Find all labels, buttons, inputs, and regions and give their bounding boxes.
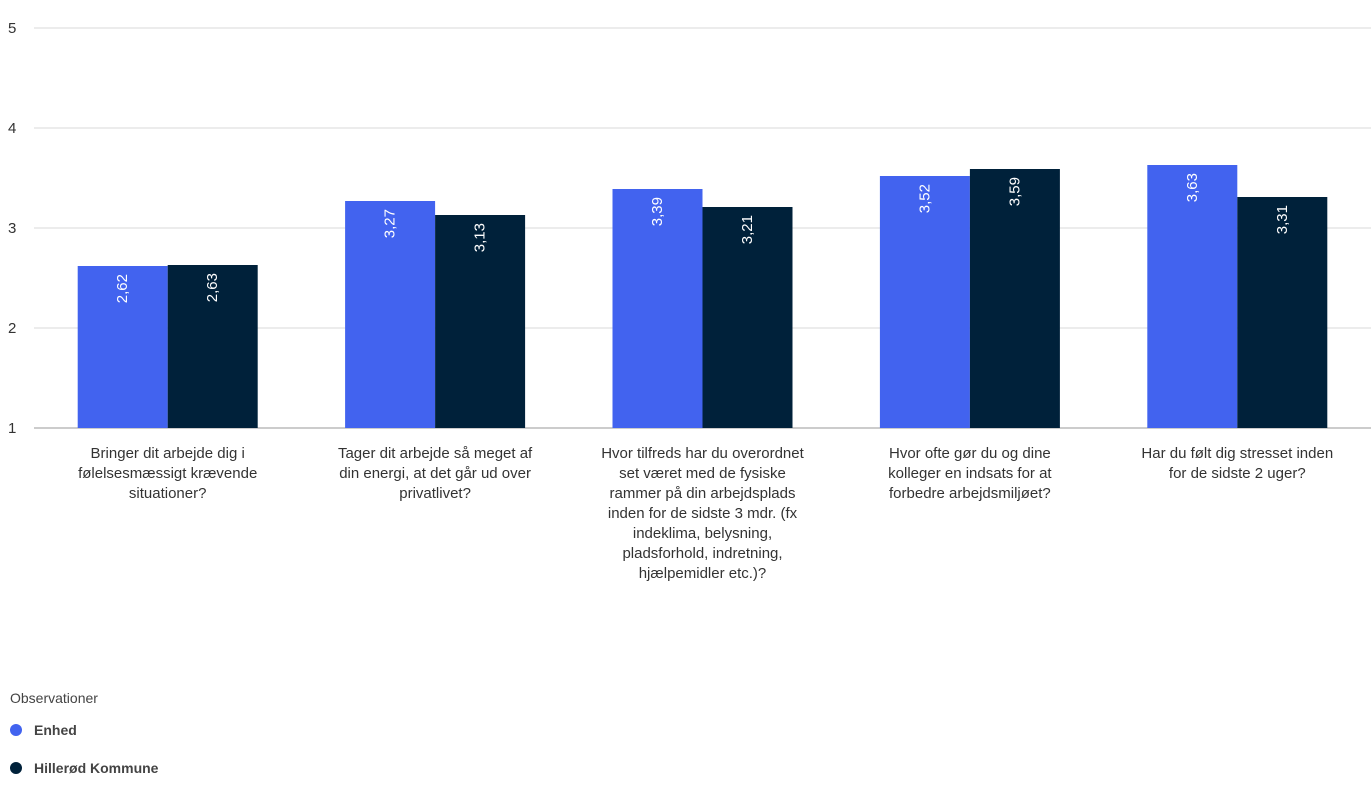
- bar-hillerod-kommune-3[interactable]: [702, 207, 793, 428]
- data-label: 3,21: [739, 215, 756, 244]
- legend: Observationer Enhed Hillerød Kommune: [10, 690, 158, 796]
- legend-label-enhed: Enhed: [34, 722, 77, 738]
- x-category-label-2: Tager dit arbejde så meget af din energi…: [337, 445, 533, 502]
- bar-enhed-5[interactable]: [1147, 165, 1238, 428]
- y-tick-label: 4: [8, 120, 16, 137]
- data-label: 2,63: [204, 273, 221, 302]
- bars: [77, 165, 1328, 428]
- bar-hillerod-kommune-5[interactable]: [1237, 197, 1328, 428]
- data-label: 3,13: [472, 223, 489, 252]
- data-label: 3,39: [649, 197, 666, 226]
- legend-marker-hillerod-kommune: [10, 762, 22, 774]
- data-label: 3,31: [1274, 205, 1291, 234]
- data-label: 2,62: [114, 274, 131, 303]
- bar-enhed-4[interactable]: [879, 176, 970, 428]
- legend-item-hillerod-kommune[interactable]: Hillerød Kommune: [10, 758, 158, 778]
- x-category-label-3: Hvor tilfreds har du overordnet set være…: [601, 445, 804, 582]
- x-category-label-1: Bringer dit arbejde dig i følelsesmæssig…: [78, 445, 258, 502]
- y-tick-label: 3: [8, 220, 16, 237]
- bar-hillerod-kommune-4[interactable]: [969, 169, 1060, 428]
- legend-marker-enhed: [10, 724, 22, 736]
- data-label: 3,52: [916, 184, 933, 213]
- legend-title: Observationer: [10, 690, 98, 706]
- x-category-label-4: Hvor ofte gør du og dine kolleger en ind…: [888, 445, 1052, 502]
- data-label: 3,27: [382, 209, 399, 238]
- y-tick-label: 5: [8, 20, 16, 37]
- bar-hillerod-kommune-1[interactable]: [167, 265, 258, 428]
- y-tick-label: 1: [8, 420, 16, 437]
- data-label: 3,63: [1184, 173, 1201, 202]
- x-category-label-5: Har du følt dig stresset inden for de si…: [1141, 445, 1334, 482]
- y-axis-ticks: 1 2 3 4 5: [8, 20, 16, 437]
- bar-enhed-1[interactable]: [77, 266, 168, 428]
- legend-item-enhed[interactable]: Enhed: [10, 720, 158, 740]
- bar-enhed-2[interactable]: [345, 201, 436, 428]
- y-tick-label: 2: [8, 320, 16, 337]
- data-labels: 2,62 2,63 3,27 3,13 3,39 3,21 3,52 3,59 3,63 3,31: [114, 173, 1291, 303]
- legend-label-hillerod-kommune: Hillerød Kommune: [34, 760, 159, 776]
- bar-hillerod-kommune-2[interactable]: [435, 215, 526, 428]
- bar-enhed-3[interactable]: [612, 189, 703, 428]
- data-label: 3,59: [1006, 177, 1023, 206]
